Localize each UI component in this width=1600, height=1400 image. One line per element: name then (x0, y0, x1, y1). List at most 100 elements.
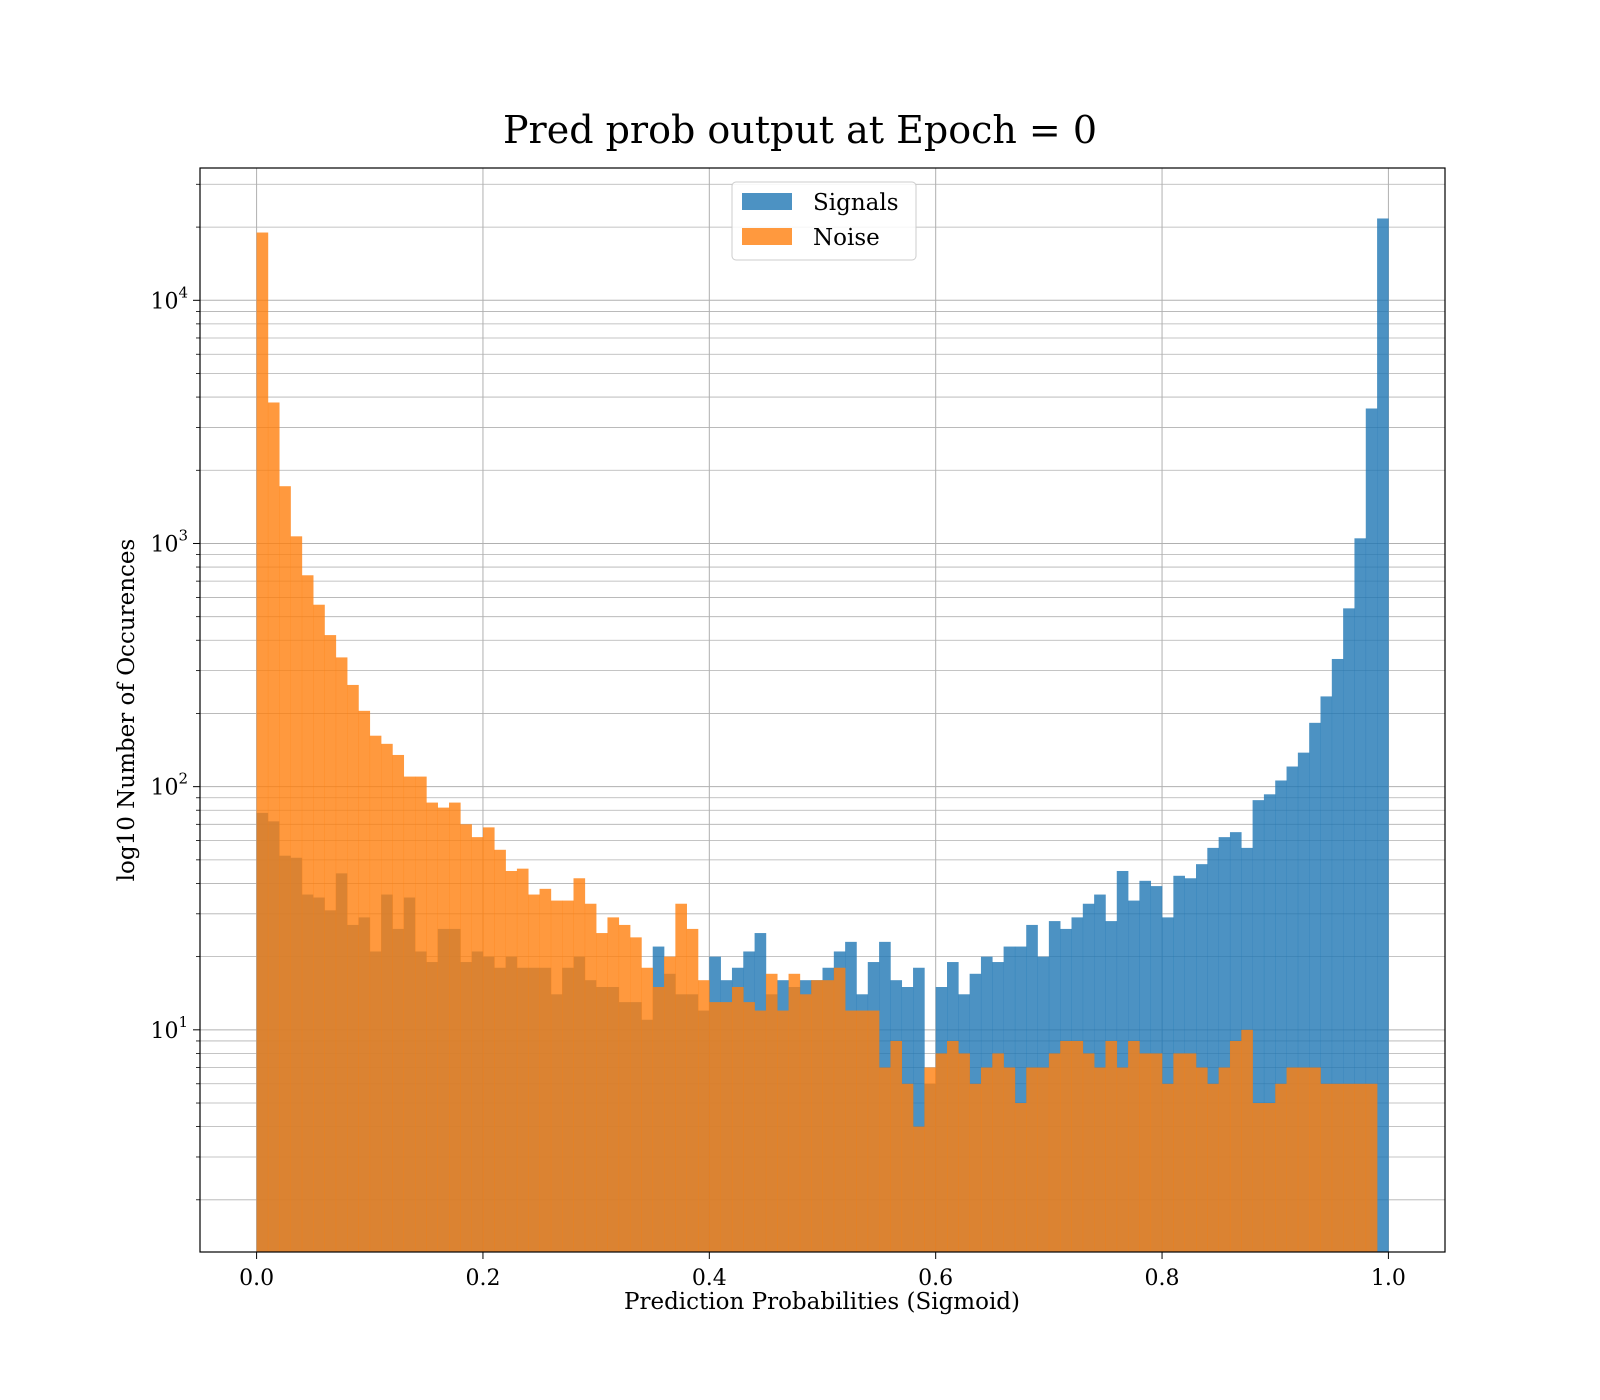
histogram-bar (279, 486, 291, 1252)
histogram-bar (1128, 1040, 1140, 1252)
histogram-bar (415, 776, 427, 1252)
histogram-bar (381, 743, 393, 1252)
histogram-bar (1331, 1083, 1344, 1252)
chart-title: Pred prob output at Epoch = 0 (503, 108, 1097, 152)
histogram-bar (313, 604, 325, 1252)
legend-label-noise: Noise (813, 225, 880, 251)
histogram-bar (550, 900, 563, 1252)
histogram-bar (347, 684, 359, 1252)
histogram-bar (1150, 1053, 1163, 1252)
histogram-bar (630, 937, 642, 1252)
histogram-bar (1275, 780, 1287, 1252)
histogram-bar (607, 917, 620, 1252)
histogram-bar (1048, 1053, 1061, 1252)
histogram-bar (267, 402, 280, 1253)
plot-frame (199, 167, 1446, 1253)
histogram-bar (1263, 794, 1276, 1252)
histogram-bar (867, 1010, 880, 1252)
histogram-bar (584, 903, 597, 1252)
histogram-bar (1365, 408, 1378, 1253)
histogram-bar (1297, 752, 1310, 1252)
histogram-bar (811, 980, 823, 1252)
histogram-bar (1263, 1103, 1276, 1252)
histogram-bar (1320, 1083, 1333, 1252)
histogram-bar (1014, 946, 1027, 1252)
series-noise-bars (256, 232, 1378, 1253)
histogram-bar (641, 967, 654, 1252)
histogram-bar (301, 575, 314, 1252)
histogram-bar (596, 933, 608, 1252)
histogram-bar (913, 967, 925, 1252)
histogram-bar (1207, 847, 1219, 1252)
histogram-bar (743, 1002, 755, 1252)
histogram-bar (1365, 1083, 1378, 1252)
y-tick-label: 102 (150, 770, 188, 801)
histogram-bar (369, 735, 382, 1252)
legend-label-signals: Signals (813, 190, 899, 216)
histogram-bar (1082, 1053, 1095, 1252)
histogram-bar (709, 1002, 721, 1252)
histogram-bar (1229, 1040, 1242, 1252)
legend: Signals Noise (731, 181, 917, 261)
histogram-bar (1037, 1067, 1050, 1252)
histogram-bar (528, 894, 540, 1252)
histogram-bar (403, 776, 416, 1252)
x-tick-label: 0.6 (918, 1266, 953, 1291)
histogram-bar (675, 903, 687, 1252)
histogram-bar (1026, 1067, 1038, 1252)
histogram-bar (935, 1053, 948, 1252)
histogram-bar (1173, 1053, 1185, 1252)
histogram-bar (562, 900, 574, 1252)
histogram-bar (765, 973, 778, 1252)
histogram-bars (256, 218, 1389, 1253)
histogram-bar (731, 987, 744, 1252)
histogram-bar (845, 1010, 857, 1252)
histogram-bar (516, 868, 529, 1252)
histogram-bar (720, 1002, 733, 1252)
histogram-bar (652, 987, 665, 1252)
histogram-bar (505, 870, 518, 1252)
x-tick-label: 0.0 (239, 1266, 274, 1291)
y-axis-ticks: 101 102 103 104 (150, 183, 200, 1201)
histogram-bar (799, 994, 812, 1252)
histogram-bar (788, 973, 801, 1252)
histogram-bar (1003, 1067, 1016, 1252)
histogram-bar (471, 837, 484, 1252)
histogram-bar (924, 1067, 936, 1252)
histogram-bar (449, 802, 461, 1252)
x-axis-label: Prediction Probabilities (Sigmoid) (624, 1289, 1020, 1315)
histogram-bar (664, 956, 676, 1252)
histogram-bar (1116, 1067, 1129, 1252)
histogram-bar (1275, 1083, 1287, 1252)
histogram-bar (947, 1040, 959, 1252)
histogram-bar (754, 1010, 767, 1252)
histogram-bar (1071, 1040, 1084, 1252)
x-tick-label: 1.0 (1371, 1266, 1406, 1291)
histogram-bar (1309, 1067, 1321, 1252)
histogram-bar (1286, 1067, 1299, 1252)
histogram-bar (1105, 1040, 1118, 1252)
histogram-bar (1116, 870, 1129, 1252)
histogram-bar (1139, 1053, 1152, 1252)
histogram-bar (1320, 696, 1333, 1252)
histogram-bar (1241, 1029, 1253, 1252)
x-tick-label: 0.8 (1145, 1266, 1180, 1291)
histogram-bar (686, 928, 699, 1252)
histogram-bar (1218, 1067, 1231, 1252)
histogram-bar (1252, 800, 1265, 1252)
histogram-bar (1196, 864, 1208, 1252)
legend-swatch-noise (742, 228, 792, 245)
y-tick-label: 103 (150, 526, 188, 557)
histogram-bar (1218, 837, 1231, 1252)
histogram-bar (392, 754, 405, 1252)
histogram-bar (290, 536, 303, 1252)
histogram-bar (777, 1010, 789, 1252)
histogram-bar (494, 849, 506, 1252)
histogram-bar (856, 1010, 869, 1252)
histogram-bar (1309, 722, 1321, 1252)
histogram-bar (1331, 658, 1344, 1252)
histogram-bar (822, 980, 835, 1252)
histogram-bar (460, 824, 472, 1252)
histogram-bar (1297, 1067, 1310, 1252)
